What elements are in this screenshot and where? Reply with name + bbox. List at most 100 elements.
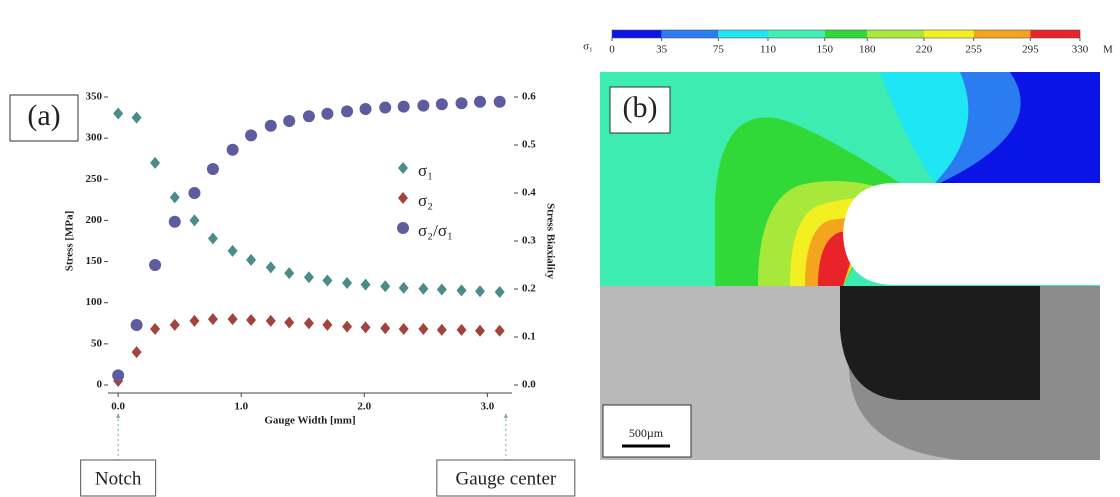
data-point — [321, 108, 333, 120]
annotation-arrow — [116, 413, 120, 418]
x-axis-label: Gauge Width [mm] — [264, 415, 355, 427]
data-point — [266, 315, 276, 327]
data-point — [246, 314, 256, 326]
data-point — [112, 369, 124, 381]
data-point — [132, 112, 142, 124]
x-tick-label: 2.0 — [357, 401, 371, 413]
data-point — [303, 110, 315, 122]
data-point — [170, 319, 180, 331]
y2-tick-label: 0.2 — [522, 283, 536, 295]
annotation-label: Notch — [95, 468, 142, 489]
contour-image — [600, 72, 1100, 460]
data-point — [304, 317, 314, 329]
data-point — [113, 107, 123, 119]
colorbar-segment — [825, 30, 868, 38]
panel-label: (a) — [27, 99, 60, 132]
y-tick-label: 150 — [86, 255, 103, 267]
colorbar-tick-label: 150 — [816, 44, 833, 56]
y2-tick-label: 0.5 — [522, 139, 536, 151]
colorbar-segment — [768, 30, 825, 38]
colorbar-tick-label: 255 — [965, 44, 982, 56]
y2-axis-label: Stress Biaxiality — [544, 203, 556, 279]
data-point — [189, 315, 199, 327]
data-point — [208, 233, 218, 245]
data-point — [169, 216, 181, 228]
y2-tick-label: 0.1 — [522, 331, 536, 343]
colorbar-tick-label: 0 — [609, 44, 615, 56]
data-point — [399, 282, 409, 294]
data-point — [227, 144, 239, 156]
y-tick-label: 100 — [86, 296, 103, 308]
colorbar-segment — [974, 30, 1031, 38]
data-point — [228, 313, 238, 325]
legend-marker — [398, 192, 408, 204]
colorbar-tick-label: 180 — [859, 44, 876, 56]
y2-tick-label: 0.4 — [522, 187, 536, 199]
scale-bar-label: 500µm — [629, 426, 664, 440]
data-point — [170, 191, 180, 203]
colorbar-segment — [612, 30, 662, 38]
data-point — [322, 319, 332, 331]
panel-label: (b) — [623, 91, 658, 124]
y-tick-label: 50 — [91, 337, 103, 349]
data-point — [283, 115, 295, 127]
data-point — [228, 245, 238, 257]
data-point — [284, 267, 294, 279]
data-point — [495, 325, 505, 337]
data-point — [457, 324, 467, 336]
data-point — [437, 284, 447, 296]
data-point — [150, 157, 160, 169]
data-point — [457, 284, 467, 296]
data-point — [265, 120, 277, 132]
legend-label: σ₂/σ₁ — [418, 221, 453, 240]
colorbar-tick-label: 295 — [1022, 44, 1039, 56]
data-point — [341, 105, 353, 117]
colorbar-tick-label: 330 — [1072, 44, 1089, 56]
data-point — [189, 214, 199, 226]
data-point — [304, 271, 314, 283]
colorbar-tick-label: 220 — [916, 44, 933, 56]
y2-tick-label: 0.0 — [522, 379, 536, 391]
data-point — [207, 163, 219, 175]
legend-marker — [397, 222, 409, 234]
data-point — [399, 323, 409, 335]
annotation-arrow — [504, 413, 508, 418]
colorbar-segment — [718, 30, 768, 38]
y-tick-label: 200 — [86, 214, 103, 226]
data-point — [398, 101, 410, 113]
data-point — [437, 324, 447, 336]
data-point — [245, 129, 257, 141]
data-point — [475, 285, 485, 297]
data-point — [417, 100, 429, 112]
x-tick-label: 0.0 — [111, 401, 125, 413]
legend-marker — [398, 162, 408, 174]
data-point — [322, 274, 332, 286]
data-point — [379, 102, 391, 114]
y-tick-label: 0 — [97, 379, 103, 391]
data-point — [418, 323, 428, 335]
data-point — [474, 96, 486, 108]
colorbar-tick-label: 110 — [760, 44, 777, 56]
data-point — [361, 279, 371, 291]
figure: (a) Stress [MPa] Stress Biaxiality Gauge… — [0, 0, 1120, 497]
data-point — [361, 321, 371, 333]
legend-label: σ₁ — [418, 161, 433, 180]
y2-tick-label: 0.6 — [522, 91, 536, 103]
colorbar-segment — [662, 30, 719, 38]
x-tick-label: 3.0 — [481, 401, 495, 413]
data-point — [131, 319, 143, 331]
data-point — [494, 96, 506, 108]
data-point — [436, 98, 448, 110]
data-point — [495, 286, 505, 298]
data-point — [188, 187, 200, 199]
y-tick-label: 350 — [86, 91, 103, 103]
data-point — [380, 280, 390, 292]
data-point — [284, 316, 294, 328]
data-point — [149, 259, 161, 271]
data-point — [266, 261, 276, 273]
data-point — [246, 254, 256, 266]
data-point — [342, 277, 352, 289]
colorbar-segment — [1030, 30, 1080, 38]
data-point — [456, 97, 468, 109]
colorbar-segment — [924, 30, 974, 38]
